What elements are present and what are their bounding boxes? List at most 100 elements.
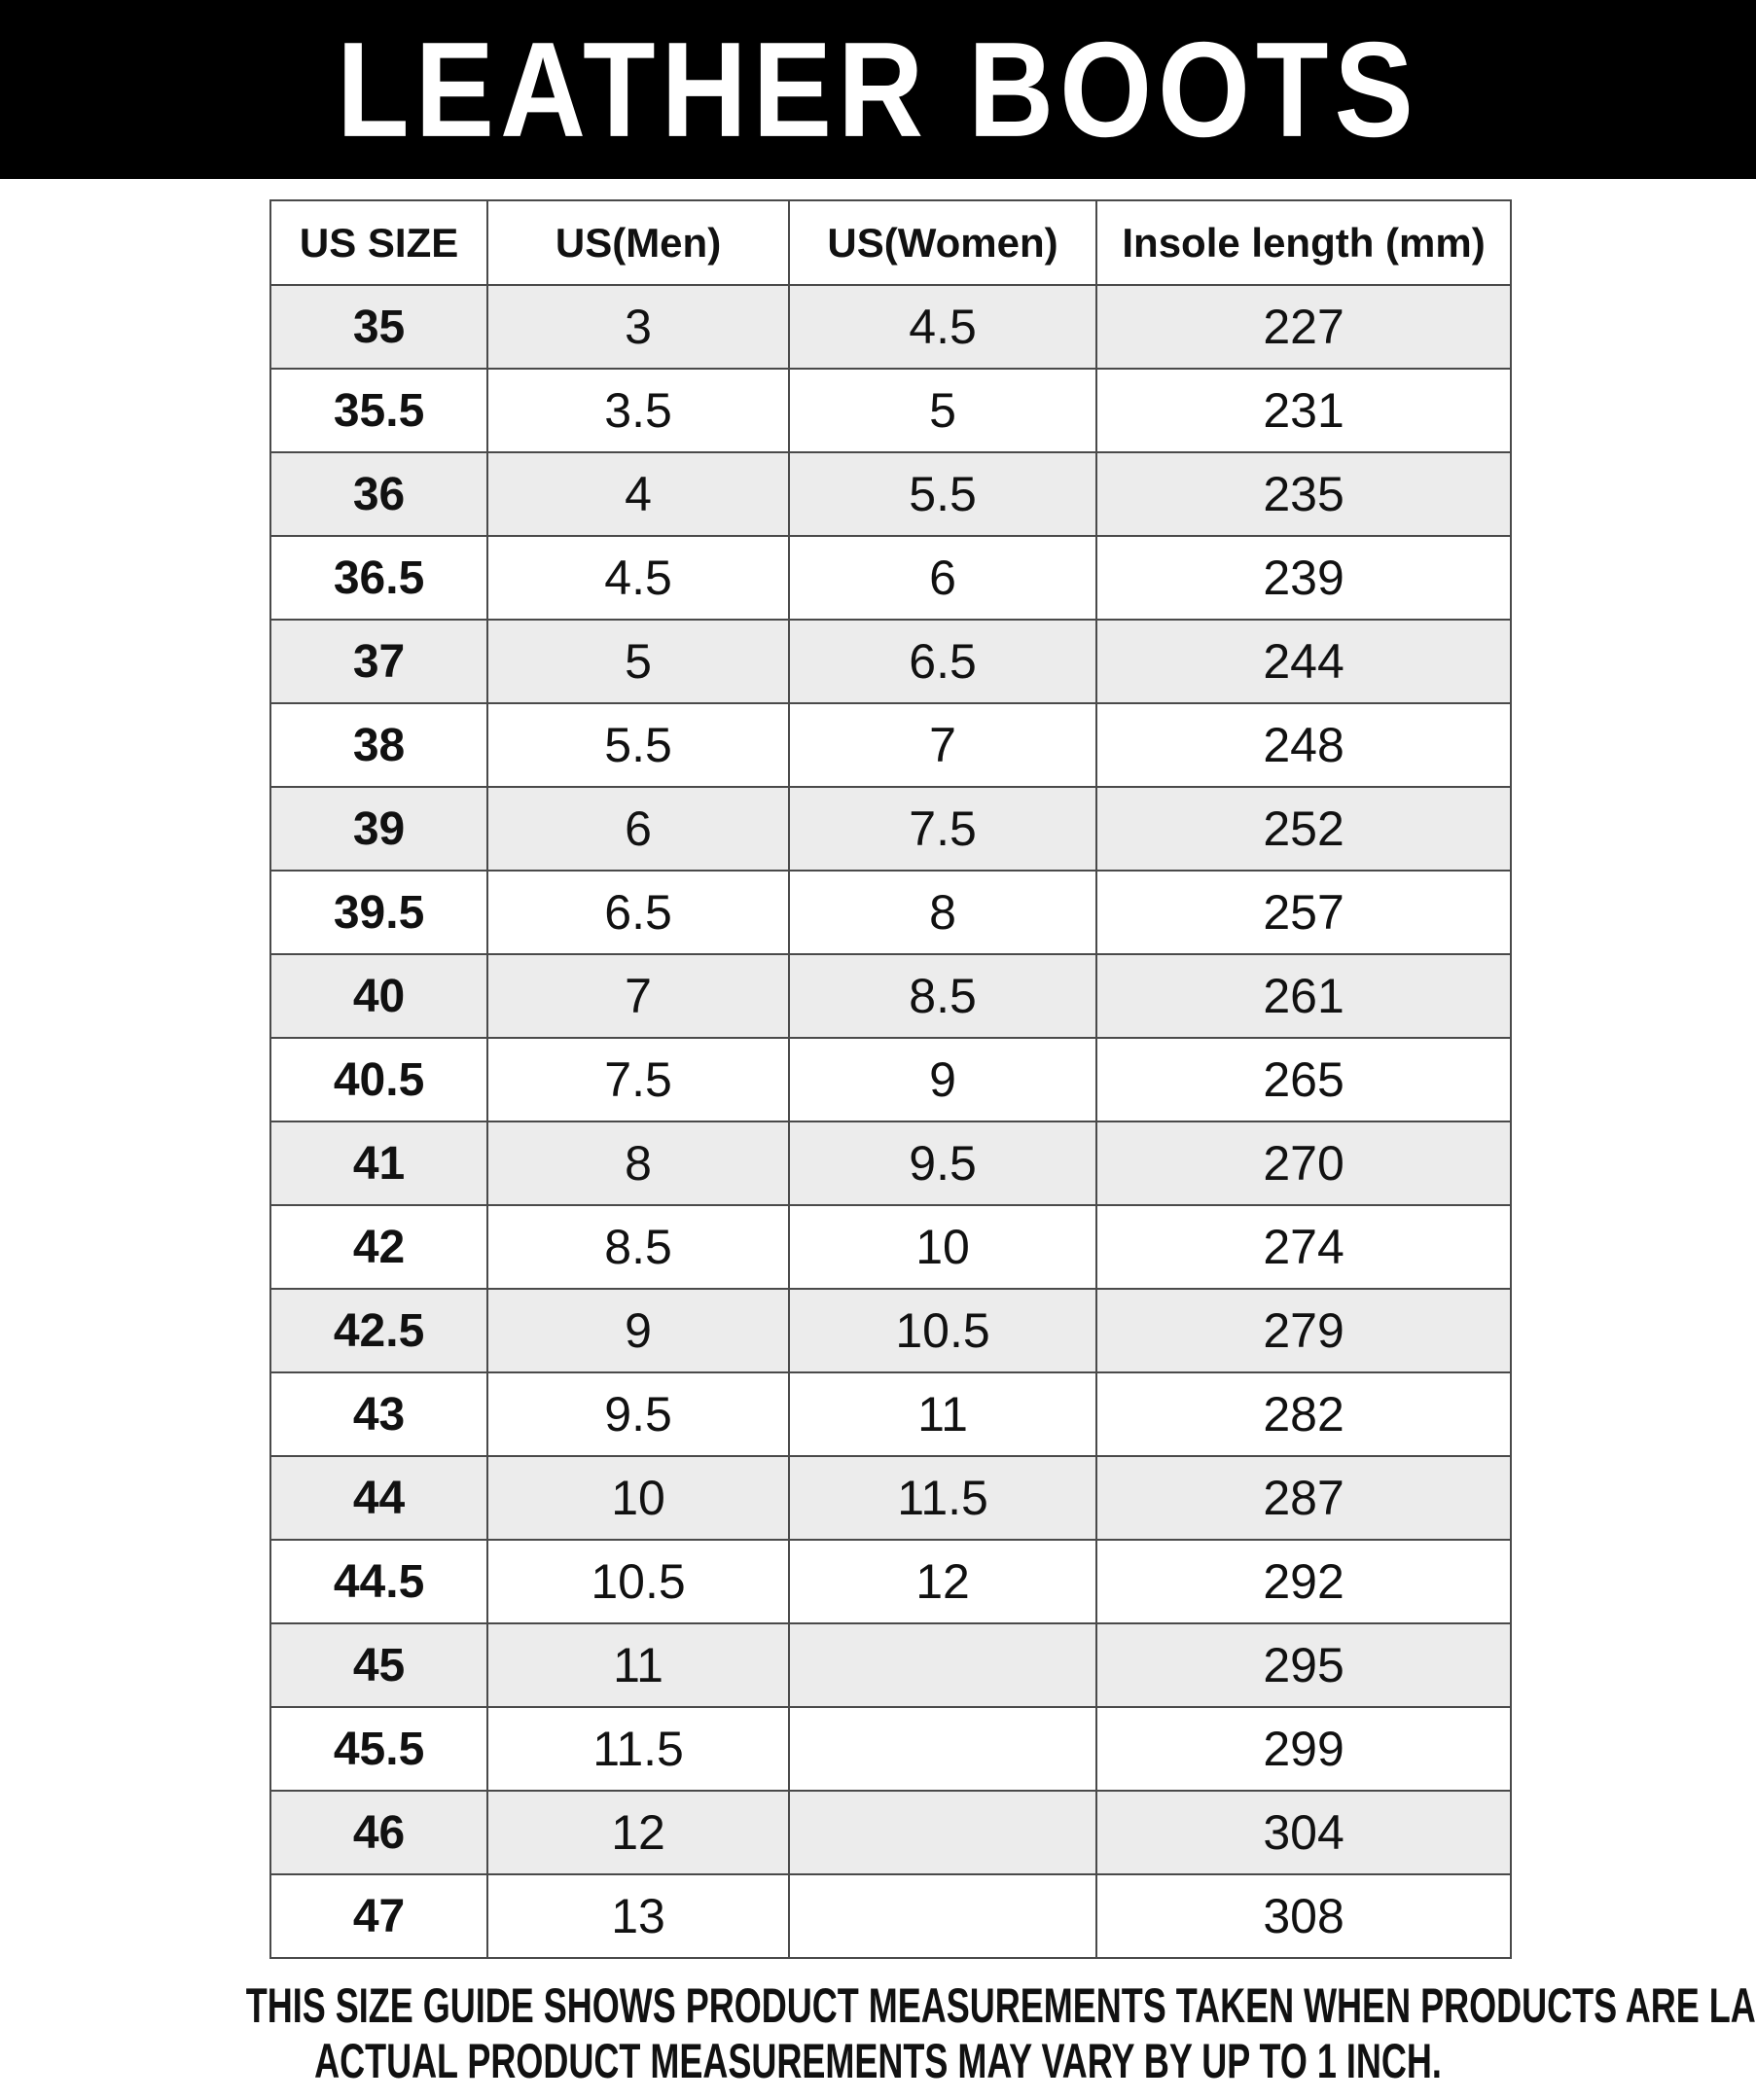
cell: 8 [787,870,1098,955]
cell: 7.5 [787,786,1098,872]
cell: 282 [1095,1371,1512,1457]
cell: 46 [269,1790,489,1875]
cell: 3.5 [486,368,790,453]
cell: 239 [1095,535,1512,621]
page-title: LEATHER BOOTS [337,14,1419,165]
cell: 295 [1095,1622,1512,1708]
cell: 4 [486,451,790,537]
cell: 44 [269,1455,489,1541]
cell: 265 [1095,1037,1512,1122]
cell: 11 [486,1622,790,1708]
cell: 6.5 [486,870,790,955]
table-row: 44 10 11.5 287 [269,1455,1512,1541]
cell: 274 [1095,1204,1512,1290]
cell: 36.5 [269,535,489,621]
cell: 257 [1095,870,1512,955]
header-row: US SIZE US(Men) US(Women) Insole length (mm… [269,199,1512,286]
cell: 45.5 [269,1706,489,1792]
cell: 279 [1095,1288,1512,1373]
cell: 45 [269,1622,489,1708]
header-cell: US(Men) [486,199,790,286]
table-row: 38 5.5 7 248 [269,702,1512,788]
cell: 7 [486,953,790,1039]
footer-line-1: THIS SIZE GUIDE SHOWS PRODUCT MEASUREMEN… [245,1978,1756,2033]
cell: 308 [1095,1873,1512,1959]
cell: 10 [787,1204,1098,1290]
cell [787,1873,1098,1959]
header-cell: US(Women) [787,199,1098,286]
cell: 227 [1095,284,1512,370]
size-table-container: US SIZE US(Men) US(Women) Insole length (mm… [269,199,1512,1959]
cell: 9 [486,1288,790,1373]
size-table: US SIZE US(Men) US(Women) Insole length (mm… [269,199,1512,1959]
cell: 39.5 [269,870,489,955]
table-row: 40.5 7.5 9 265 [269,1037,1512,1122]
table-row: 39 6 7.5 252 [269,786,1512,872]
cell: 5 [486,619,790,704]
table-row: 46 12 304 [269,1790,1512,1875]
table-row: 42 8.5 10 274 [269,1204,1512,1290]
cell: 5.5 [787,451,1098,537]
cell: 41 [269,1121,489,1206]
cell: 35 [269,284,489,370]
table-row: 40 7 8.5 261 [269,953,1512,1039]
table-row: 47 13 308 [269,1873,1512,1959]
cell: 270 [1095,1121,1512,1206]
cell: 38 [269,702,489,788]
cell: 5.5 [486,702,790,788]
table-row: 39.5 6.5 8 257 [269,870,1512,955]
cell: 10.5 [787,1288,1098,1373]
cell: 235 [1095,451,1512,537]
cell: 6.5 [787,619,1098,704]
cell: 11.5 [787,1455,1098,1541]
cell: 261 [1095,953,1512,1039]
table-row: 35.5 3.5 5 231 [269,368,1512,453]
cell: 42 [269,1204,489,1290]
cell: 44.5 [269,1539,489,1624]
cell: 43 [269,1371,489,1457]
cell: 39 [269,786,489,872]
cell: 287 [1095,1455,1512,1541]
cell: 7 [787,702,1098,788]
cell: 9.5 [486,1371,790,1457]
cell: 244 [1095,619,1512,704]
cell: 6 [787,535,1098,621]
header-cell: Insole length (mm) [1095,199,1512,286]
cell: 40.5 [269,1037,489,1122]
table-body: 35 3 4.5 227 35.5 3.5 5 231 36 4 5.5 235 36.5 4.5 6 239… [269,284,1512,1959]
cell: 8 [486,1121,790,1206]
cell: 248 [1095,702,1512,788]
cell: 47 [269,1873,489,1959]
table-row: 41 8 9.5 270 [269,1121,1512,1206]
cell [787,1706,1098,1792]
cell [787,1790,1098,1875]
title-banner: LEATHER BOOTS [0,0,1756,179]
table-row: 44.5 10.5 12 292 [269,1539,1512,1624]
cell: 3 [486,284,790,370]
cell: 231 [1095,368,1512,453]
header-cell: US SIZE [269,199,489,286]
cell: 299 [1095,1706,1512,1792]
footer-note: THIS SIZE GUIDE SHOWS PRODUCT MEASUREMEN… [0,1978,1756,2089]
table-row: 45.5 11.5 299 [269,1706,1512,1792]
table-row: 37 5 6.5 244 [269,619,1512,704]
cell: 4.5 [486,535,790,621]
table-row: 45 11 295 [269,1622,1512,1708]
cell: 12 [787,1539,1098,1624]
cell: 35.5 [269,368,489,453]
cell: 304 [1095,1790,1512,1875]
cell: 13 [486,1873,790,1959]
cell: 36 [269,451,489,537]
cell: 5 [787,368,1098,453]
cell: 10.5 [486,1539,790,1624]
cell: 40 [269,953,489,1039]
table-row: 36 4 5.5 235 [269,451,1512,537]
cell: 9.5 [787,1121,1098,1206]
table-row: 36.5 4.5 6 239 [269,535,1512,621]
cell: 7.5 [486,1037,790,1122]
cell: 11.5 [486,1706,790,1792]
cell: 8.5 [787,953,1098,1039]
cell: 37 [269,619,489,704]
table-row: 42.5 9 10.5 279 [269,1288,1512,1373]
